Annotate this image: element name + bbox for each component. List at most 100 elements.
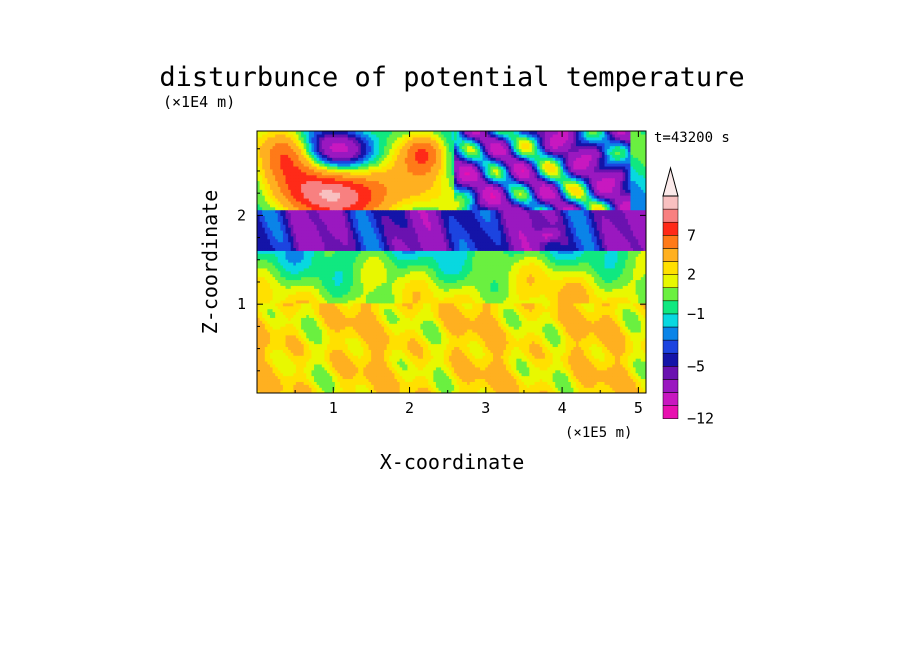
heatmap-cell xyxy=(329,352,333,356)
heatmap-cell xyxy=(259,369,263,374)
heatmap-cell xyxy=(389,381,393,385)
heatmap-cell xyxy=(500,381,504,385)
heatmap-cell xyxy=(368,349,372,353)
heatmap-cell xyxy=(565,358,569,362)
heatmap-cell xyxy=(469,372,473,377)
heatmap-cell xyxy=(376,390,380,393)
heatmap-cell xyxy=(285,346,289,350)
heatmap-cell xyxy=(301,355,305,359)
heatmap-cell xyxy=(412,381,416,385)
heatmap-cell xyxy=(573,355,577,359)
heatmap-cell xyxy=(531,372,536,377)
heatmap-cell xyxy=(459,349,463,353)
heatmap-cell xyxy=(293,387,297,391)
heatmap-cell xyxy=(456,369,460,374)
heatmap-cell xyxy=(365,387,370,391)
heatmap-cell xyxy=(560,352,564,356)
heatmap-cell xyxy=(269,372,274,377)
heatmap-cell xyxy=(508,378,512,382)
heatmap-cell xyxy=(397,363,401,368)
heatmap-cell xyxy=(596,372,600,377)
heatmap-cell xyxy=(492,369,497,374)
heatmap-cell xyxy=(563,366,567,371)
heatmap-cell xyxy=(492,355,497,359)
heatmap-cell xyxy=(469,355,473,359)
heatmap-cell xyxy=(513,372,517,377)
heatmap-cell xyxy=(295,369,300,374)
heatmap-cell xyxy=(537,346,541,350)
heatmap-cell xyxy=(332,387,336,391)
heatmap-cell xyxy=(303,355,307,359)
heatmap-cell xyxy=(596,384,600,388)
heatmap-cell xyxy=(467,381,471,385)
heatmap-cell xyxy=(568,384,572,388)
heatmap-cell xyxy=(389,349,393,353)
heatmap-cell xyxy=(410,358,414,362)
heatmap-cell xyxy=(412,384,416,388)
heatmap-cell xyxy=(314,360,318,365)
heatmap-cell xyxy=(482,378,486,382)
heatmap-cell xyxy=(272,358,276,362)
heatmap-cell xyxy=(620,381,624,385)
heatmap-cell xyxy=(269,352,274,356)
heatmap-cell xyxy=(552,375,556,380)
heatmap-cell xyxy=(459,346,463,350)
heatmap-cell xyxy=(550,381,554,385)
heatmap-cell xyxy=(352,346,357,350)
heatmap-cell xyxy=(568,349,572,353)
heatmap-cell xyxy=(617,352,621,356)
heatmap-cell xyxy=(425,378,429,382)
heatmap-cell xyxy=(467,343,471,348)
heatmap-cell xyxy=(591,372,595,377)
heatmap-cell xyxy=(269,358,274,362)
heatmap-cell xyxy=(607,390,611,393)
heatmap-cell xyxy=(586,366,590,371)
heatmap-cell xyxy=(588,343,593,348)
heatmap-cell xyxy=(588,390,593,393)
heatmap-cell xyxy=(531,369,536,374)
heatmap-cell xyxy=(451,378,455,382)
heatmap-cell xyxy=(490,346,494,350)
heatmap-cell xyxy=(267,366,271,371)
heatmap-cell xyxy=(303,390,307,393)
heatmap-cell xyxy=(425,358,429,362)
heatmap-cell xyxy=(264,390,268,393)
heatmap-cell xyxy=(583,387,587,391)
heatmap-cell xyxy=(371,381,375,385)
heatmap-cell xyxy=(371,366,375,371)
heatmap-cell xyxy=(573,384,577,388)
heatmap-cell xyxy=(422,381,427,385)
heatmap-cell xyxy=(591,378,595,382)
heatmap-cell xyxy=(412,390,416,393)
heatmap-cell xyxy=(568,375,572,380)
heatmap-cell xyxy=(555,355,559,359)
heatmap-cell xyxy=(378,381,383,385)
heatmap-cell xyxy=(269,375,274,380)
heatmap-cell xyxy=(492,349,497,353)
heatmap-cell xyxy=(591,343,595,348)
heatmap-cell xyxy=(448,378,453,382)
heatmap-cell xyxy=(381,369,385,374)
heatmap-cell xyxy=(347,366,351,371)
heatmap-cell xyxy=(316,360,320,365)
heatmap-cell xyxy=(617,346,621,350)
heatmap-cell xyxy=(490,340,494,345)
heatmap-cell xyxy=(498,381,502,385)
heatmap-cell xyxy=(581,384,585,388)
heatmap-cell xyxy=(277,340,281,345)
heatmap-cell xyxy=(386,360,390,365)
heatmap-cell xyxy=(430,349,434,353)
heatmap-cell xyxy=(588,363,593,368)
heatmap-cell xyxy=(518,358,523,362)
heatmap-cell xyxy=(469,352,473,356)
heatmap-cell xyxy=(568,343,572,348)
heatmap-cell xyxy=(420,390,424,393)
heatmap-cell xyxy=(461,372,466,377)
heatmap-cell xyxy=(518,343,523,348)
heatmap-cell xyxy=(492,366,497,371)
heatmap-cell xyxy=(557,390,562,393)
heatmap-cell xyxy=(622,366,626,371)
heatmap-cell xyxy=(454,349,458,353)
heatmap-cell xyxy=(394,378,398,382)
heatmap-cell xyxy=(433,387,437,391)
